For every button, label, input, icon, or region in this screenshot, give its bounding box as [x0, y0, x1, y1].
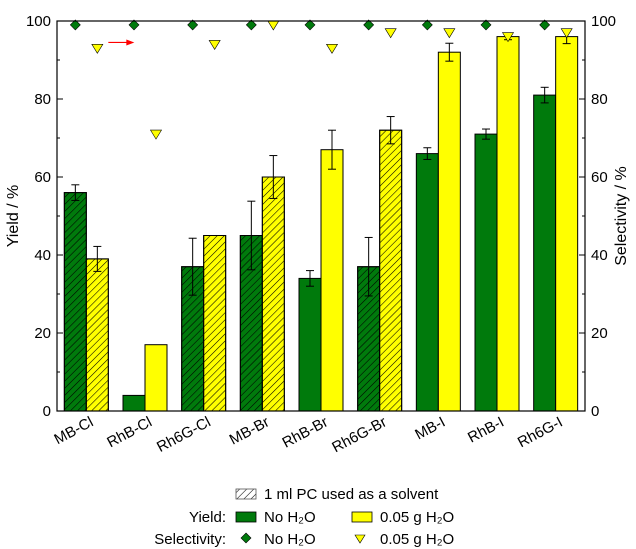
right-tick-label-60: 60: [591, 169, 608, 186]
category-label-mb-br: MB-Br: [227, 414, 273, 449]
left-axis-ticks: 0 20 40 60 80 100: [26, 13, 63, 420]
right-tick-label-100: 100: [591, 13, 616, 30]
bar-no-water-rhb-cl: [122, 394, 146, 412]
left-tick-label-20: 20: [34, 325, 51, 342]
diamond-no-water-rhb-cl: [128, 19, 140, 31]
bar-no-water-rhb-br: [298, 277, 322, 412]
diamond-no-water-rhb-br: [304, 19, 316, 31]
left-tick-label-60: 60: [34, 169, 51, 186]
triangle-water-rhb-i: [501, 32, 515, 43]
triangle-water-rh6g-br: [384, 28, 397, 39]
diamond-no-water-rh6g-cl: [187, 19, 199, 31]
bar-hatch-water-rh6g-br: [379, 129, 403, 412]
legend-selectivity-label: Selectivity:: [154, 531, 226, 548]
selectivity-markers-layer: [69, 19, 573, 140]
right-axis-ticks: 0 20 40 60 80 100: [579, 13, 616, 420]
left-tick-label-100: 100: [26, 13, 51, 30]
category-label-mb-cl: MB-Cl: [51, 414, 96, 449]
bar-water-rh6g-i: [555, 36, 579, 412]
category-label-rhb-cl: RhB-Cl: [104, 414, 155, 452]
triangle-water-rh6g-cl: [208, 40, 221, 50]
right-tick-label-80: 80: [591, 91, 608, 108]
bar-no-water-rh6g-i: [533, 94, 557, 412]
legend-no-water-bar-label: No H₂O: [264, 509, 316, 526]
bar-water-rhb-cl: [144, 344, 168, 412]
triangle-water-mb-br: [267, 20, 280, 31]
triangle-water-mb-i: [443, 28, 456, 39]
legend-yield-label: Yield:: [189, 509, 226, 526]
bar-water-mb-i: [437, 51, 461, 412]
left-tick-label-0: 0: [43, 403, 51, 420]
legend-no-water-marker-label: No H₂O: [264, 531, 316, 548]
triangle-water-rhb-br: [325, 44, 339, 54]
y-axis-label: Yield / %: [5, 185, 22, 248]
red-arrow-head: [126, 39, 135, 46]
bar-hatch-water-rh6g-cl: [203, 235, 227, 412]
diamond-no-water-rhb-i: [480, 19, 492, 31]
category-label-rh6g-cl: Rh6G-Cl: [154, 414, 214, 456]
category-label-mb-i: MB-I: [412, 414, 448, 444]
bar-hatch-water-mb-br: [261, 176, 285, 412]
triangle-water-rhb-cl: [149, 129, 163, 140]
right-tick-label-20: 20: [591, 325, 608, 342]
diamond-no-water-rh6g-i: [539, 19, 551, 31]
legend-hatch-label: 1 ml PC used as a solvent: [264, 486, 439, 503]
annotation-layer: [108, 39, 135, 46]
legend-hatch-swatch: [235, 488, 257, 500]
diamond-no-water-mb-br: [245, 19, 257, 31]
category-label-rhb-br: RhB-Br: [279, 414, 330, 452]
bar-hatch-no-water-mb-cl: [63, 192, 87, 412]
diamond-no-water-mb-cl: [69, 19, 81, 31]
category-label-rh6g-br: Rh6G-Br: [329, 414, 389, 457]
y2-axis-label: Selectivity / %: [613, 166, 630, 266]
right-tick-label-0: 0: [591, 403, 599, 420]
legend-water-bar-swatch: [351, 511, 373, 523]
bar-hatch-water-mb-cl: [85, 258, 109, 412]
left-tick-label-80: 80: [34, 91, 51, 108]
right-tick-label-40: 40: [591, 247, 608, 264]
category-label-rhb-i: RhB-I: [465, 414, 507, 447]
diamond-no-water-rh6g-br: [363, 19, 375, 31]
bar-water-rhb-i: [496, 36, 520, 412]
legend-water-triangle: [354, 534, 366, 544]
left-tick-label-40: 40: [34, 247, 51, 264]
legend: 1 ml PC used as a solvent Yield: No H₂O …: [154, 486, 454, 548]
legend-water-bar-label: 0.05 g H₂O: [380, 509, 454, 526]
triangle-water-rh6g-i: [560, 28, 573, 39]
legend-no-water-bar-swatch: [235, 511, 257, 523]
legend-no-water-diamond: [240, 532, 252, 544]
bar-water-rhb-br: [320, 149, 344, 412]
category-label-rh6g-i: Rh6G-I: [515, 414, 566, 452]
legend-water-marker-label: 0.05 g H₂O: [380, 531, 454, 548]
triangle-water-mb-cl: [91, 44, 104, 54]
diamond-no-water-mb-i: [421, 19, 433, 31]
bar-no-water-mb-i: [415, 153, 439, 412]
bars-layer: [63, 36, 579, 412]
bar-no-water-rhb-i: [474, 133, 498, 412]
